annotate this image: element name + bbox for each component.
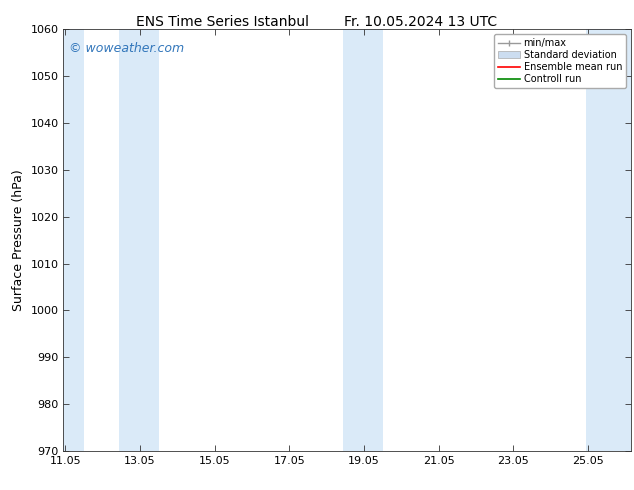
Bar xyxy=(63,29,84,451)
Y-axis label: Surface Pressure (hPa): Surface Pressure (hPa) xyxy=(12,169,25,311)
Bar xyxy=(364,29,382,451)
Bar xyxy=(119,29,158,451)
Text: ENS Time Series Istanbul        Fr. 10.05.2024 13 UTC: ENS Time Series Istanbul Fr. 10.05.2024 … xyxy=(136,15,498,29)
Text: © woweather.com: © woweather.com xyxy=(69,42,184,55)
Legend: min/max, Standard deviation, Ensemble mean run, Controll run: min/max, Standard deviation, Ensemble me… xyxy=(495,34,626,88)
Bar xyxy=(586,29,631,451)
Bar xyxy=(344,29,364,451)
